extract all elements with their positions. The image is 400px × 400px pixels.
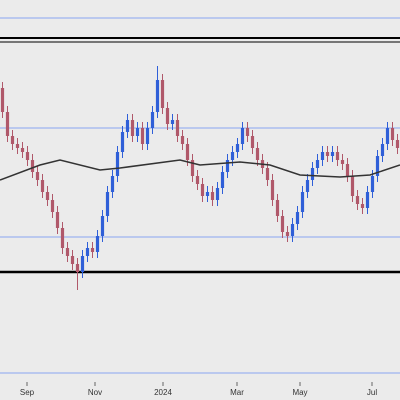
candle-body	[140, 128, 145, 144]
candle-body	[190, 160, 195, 176]
candle-body	[355, 196, 360, 204]
candle-body	[150, 112, 155, 128]
candle-body	[105, 192, 110, 216]
candle-body	[205, 192, 210, 196]
candle-body	[50, 200, 55, 212]
candle-body	[145, 128, 150, 144]
candle-body	[300, 192, 305, 212]
candle-body	[10, 136, 15, 144]
candle-body	[25, 152, 30, 160]
candle-body	[295, 212, 300, 224]
candle-body	[165, 108, 170, 124]
candle-body	[325, 152, 330, 156]
x-tick-label: Sep	[20, 388, 35, 397]
candle-body	[340, 160, 345, 164]
candle-body	[315, 160, 320, 168]
candle-body	[110, 176, 115, 192]
candle-body	[120, 132, 125, 152]
candle-body	[220, 172, 225, 188]
candle-body	[330, 152, 335, 156]
candle-body	[275, 200, 280, 216]
candle-body	[235, 144, 240, 152]
candle-body	[350, 176, 355, 196]
candle-body	[365, 192, 370, 208]
candle-body	[285, 232, 290, 236]
candle-body	[230, 152, 235, 160]
candle-body	[210, 192, 215, 200]
candle-body	[135, 128, 140, 136]
candle-body	[320, 152, 325, 160]
x-tick-label: Jul	[367, 388, 377, 397]
x-tick-label: Nov	[88, 388, 102, 397]
candle-body	[290, 224, 295, 236]
candle-body	[90, 248, 95, 252]
candle-body	[200, 184, 205, 196]
candle-body	[270, 180, 275, 200]
candle-body	[35, 172, 40, 180]
candle-body	[5, 112, 10, 136]
candle-body	[360, 204, 365, 208]
candle-body	[305, 180, 310, 192]
candle-body	[80, 256, 85, 272]
x-tick-label: Mar	[230, 388, 244, 397]
candle-body	[125, 120, 130, 132]
candle-body	[240, 128, 245, 144]
candle-body	[310, 168, 315, 180]
candle-body	[130, 120, 135, 136]
moving-average	[0, 159, 400, 181]
candle-body	[75, 264, 80, 272]
candle-body	[160, 80, 165, 108]
candle-body	[95, 236, 100, 252]
candle-body	[395, 140, 400, 148]
candle-body	[265, 168, 270, 180]
candle-body	[185, 144, 190, 160]
candle-body	[215, 188, 220, 200]
candle-body	[370, 176, 375, 192]
candle-body	[390, 128, 395, 140]
candle-body	[175, 120, 180, 136]
candle-body	[40, 180, 45, 192]
candle-body	[280, 216, 285, 232]
x-tick-label: May	[292, 388, 307, 397]
candle-body	[60, 228, 65, 248]
candle-body	[85, 248, 90, 256]
x-tick-label: 2024	[154, 388, 172, 397]
candle-body	[15, 144, 20, 148]
candle-body	[65, 248, 70, 256]
candle-body	[70, 256, 75, 264]
candle-body	[115, 152, 120, 176]
candle-body	[195, 176, 200, 184]
candle-body	[245, 128, 250, 136]
candle-body	[170, 120, 175, 124]
candle-body	[255, 148, 260, 160]
candle-body	[55, 212, 60, 228]
candle-body	[20, 148, 25, 152]
candle-body	[180, 136, 185, 144]
candle-body	[250, 136, 255, 148]
candle-body	[225, 160, 230, 172]
candle-body	[380, 144, 385, 156]
candle-body	[30, 160, 35, 172]
candle-body	[345, 164, 350, 176]
candle-body	[100, 216, 105, 236]
candle-body	[45, 192, 50, 200]
candle-body	[385, 128, 390, 144]
candle-body	[155, 80, 160, 112]
candle-body	[375, 156, 380, 176]
candle-body	[335, 152, 340, 160]
candle-body	[0, 88, 5, 112]
